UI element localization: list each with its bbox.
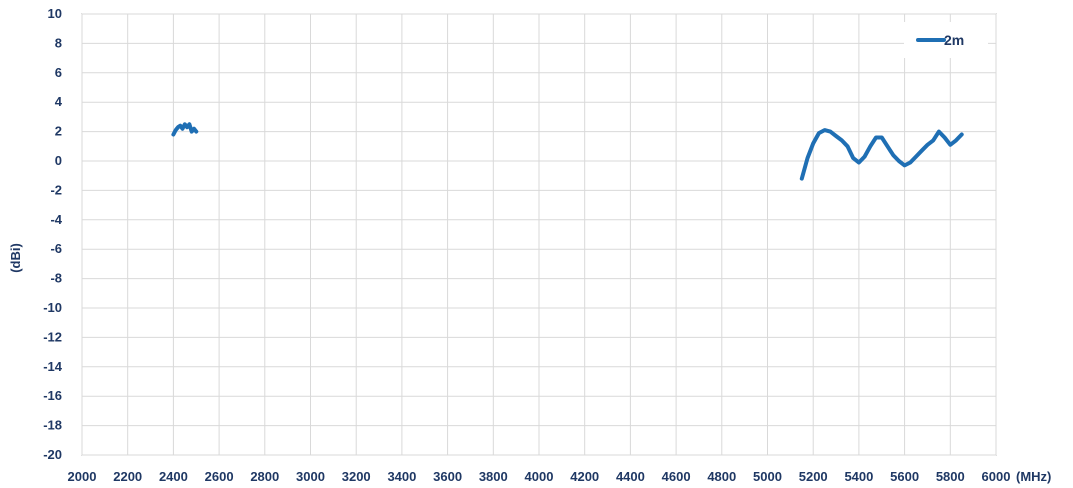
y-tick-label: -8 <box>50 271 62 286</box>
y-axis-ticks: 10 8 6 4 2 0 -2 -4 -6 -8 -10 -12 -14 -16 -18 -20 <box>43 6 63 462</box>
x-tick-label: 5600 <box>890 469 919 484</box>
y-tick-label: -4 <box>50 212 62 227</box>
x-tick-label: 5200 <box>799 469 828 484</box>
y-tick-label: 10 <box>48 6 62 21</box>
y-tick-label: 0 <box>55 153 62 168</box>
x-tick-label: 5400 <box>844 469 873 484</box>
y-tick-label: -6 <box>50 241 62 256</box>
y-tick-label: -16 <box>43 388 62 403</box>
x-tick-label: 4200 <box>570 469 599 484</box>
x-tick-label: 2200 <box>113 469 142 484</box>
legend: 2m <box>904 22 988 58</box>
x-tick-label: 4400 <box>616 469 645 484</box>
x-axis-ticks: 2000 2200 2400 2600 2800 3000 3200 3400 3600 3800… <box>68 469 1011 484</box>
y-tick-label: -10 <box>43 300 62 315</box>
y-tick-label: 6 <box>55 65 62 80</box>
x-tick-label: 3200 <box>342 469 371 484</box>
x-tick-label: 5000 <box>753 469 782 484</box>
x-tick-label: 4800 <box>707 469 736 484</box>
y-tick-label: 4 <box>55 94 63 109</box>
x-tick-label: 4000 <box>525 469 554 484</box>
x-axis-label: (MHz) <box>1016 469 1051 484</box>
series-layer <box>171 122 964 181</box>
x-tick-label: 2400 <box>159 469 188 484</box>
series-line-2m-segment-2 <box>799 128 964 181</box>
x-tick-label: 3400 <box>387 469 416 484</box>
y-tick-label: -20 <box>43 447 62 462</box>
x-tick-label: 4600 <box>662 469 691 484</box>
y-tick-label: -2 <box>50 182 62 197</box>
x-tick-label: 3800 <box>479 469 508 484</box>
x-tick-label: 2800 <box>250 469 279 484</box>
series-line-2m-segment-1 <box>171 122 199 137</box>
x-tick-label: 6000 <box>982 469 1011 484</box>
y-tick-label: 8 <box>55 35 62 50</box>
x-tick-label: 2600 <box>205 469 234 484</box>
gridlines <box>81 13 997 456</box>
x-tick-label: 5800 <box>936 469 965 484</box>
y-tick-label: -18 <box>43 418 62 433</box>
x-tick-label: 2000 <box>68 469 97 484</box>
x-tick-label: 3600 <box>433 469 462 484</box>
y-tick-label: -14 <box>43 359 63 374</box>
x-tick-label: 3000 <box>296 469 325 484</box>
legend-label-2m: 2m <box>944 32 964 48</box>
y-tick-label: -12 <box>43 329 62 344</box>
y-axis-label: (dBi) <box>8 243 23 273</box>
y-tick-label: 2 <box>55 124 62 139</box>
